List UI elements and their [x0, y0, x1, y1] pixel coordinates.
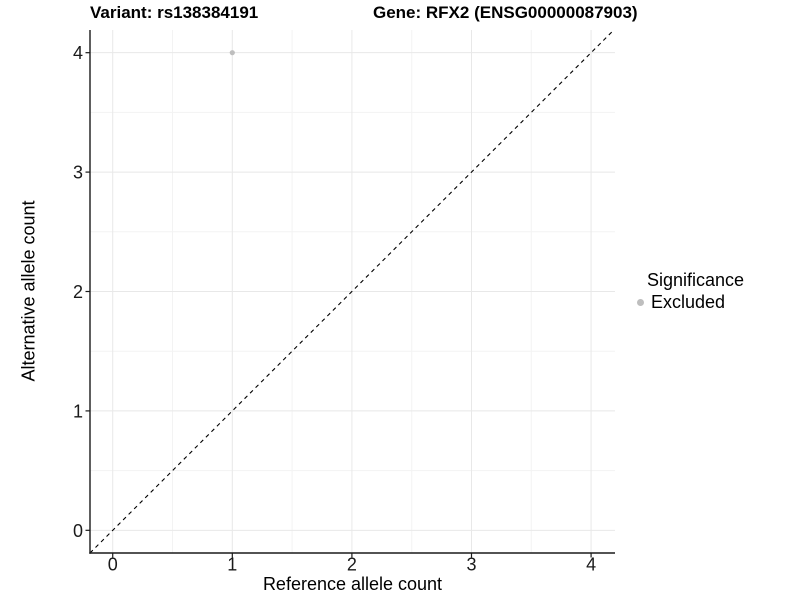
y-tick-label: 0 [73, 521, 83, 541]
y-tick-label: 4 [73, 43, 83, 63]
plot-title-variant: Variant: rs138384191 [90, 3, 259, 22]
legend-item-excluded: Excluded [633, 291, 744, 313]
identity-reference-line [89, 29, 615, 554]
x-tick-label: 4 [586, 555, 596, 575]
legend-excluded-dot-icon [636, 298, 644, 306]
y-tick-label: 2 [73, 282, 83, 302]
legend-key [633, 298, 647, 306]
legend: Significance Excluded [633, 269, 744, 313]
y-tick-label: 1 [73, 401, 83, 421]
x-tick-label: 2 [347, 555, 357, 575]
legend-title: Significance [647, 270, 745, 290]
x-axis-title: Reference allele count [262, 574, 443, 594]
x-tick-label: 1 [227, 555, 237, 575]
data-point [229, 50, 235, 56]
legend-item-label: Excluded [651, 292, 726, 312]
y-tick-label: 3 [73, 163, 83, 183]
y-axis-title: Alternative allele count [18, 200, 39, 382]
x-tick-label: 0 [108, 555, 118, 575]
plot-title-gene: Gene: RFX2 (ENSG00000087903) [373, 3, 638, 22]
x-tick-label: 3 [466, 555, 476, 575]
